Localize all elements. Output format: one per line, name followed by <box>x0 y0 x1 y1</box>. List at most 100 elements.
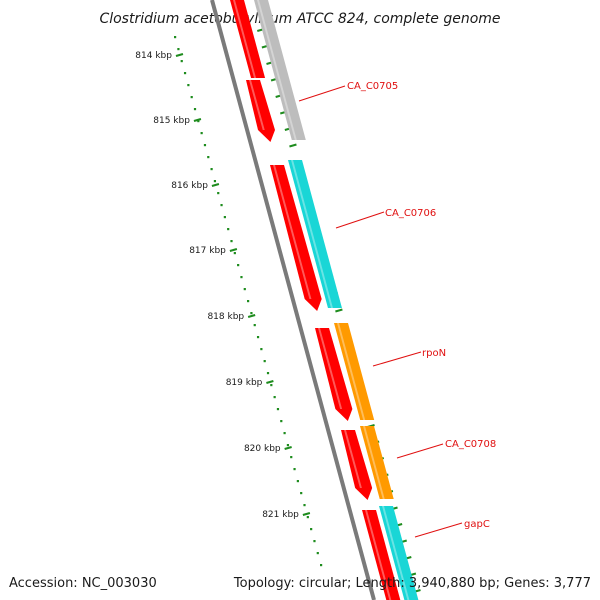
ruler-dot <box>240 276 243 279</box>
accession-text: Accession: NC_003030 <box>9 576 157 591</box>
ruler-dot <box>306 516 309 519</box>
gene-label[interactable]: rpoN <box>422 348 446 359</box>
ruler-tick <box>175 52 184 58</box>
gene-leader-line <box>414 522 463 538</box>
ruler-dot <box>266 372 270 375</box>
ruler-tick-label: 818 kbp <box>207 312 244 322</box>
ruler-dotted-line <box>174 36 323 567</box>
ruler-dot <box>253 324 256 327</box>
ruler-tick-label: 820 kbp <box>244 444 281 454</box>
gene-leader-line <box>372 351 422 367</box>
gene-leader-line <box>396 443 444 459</box>
ruler-tick-label: 816 kbp <box>171 181 208 191</box>
gene-label[interactable]: CA_C0705 <box>347 81 398 92</box>
genome-summary-text: Topology: circular; Length: 3,940,880 bp… <box>233 576 591 591</box>
ruler-tick <box>266 379 274 385</box>
ruler-dot <box>220 204 223 207</box>
outer-tick-marks <box>257 28 421 593</box>
cds-arrow-highlight <box>318 328 343 409</box>
ruler-dot <box>286 444 290 447</box>
gene-label[interactable]: CA_C0708 <box>445 439 496 450</box>
cds-bar-highlight <box>365 510 392 600</box>
ruler-dot <box>296 480 299 483</box>
cds-bar <box>362 510 401 600</box>
ruler-tick-label: 817 kbp <box>189 246 226 256</box>
ruler-dot <box>247 300 250 303</box>
ruler-tick <box>284 445 292 451</box>
gene-bar <box>254 0 306 140</box>
ruler-dot <box>217 192 220 195</box>
gene-label[interactable]: CA_C0706 <box>385 208 436 219</box>
ruler-dot <box>197 120 200 123</box>
gene-labels: CA_C0705 CA_C0706 rpoN CA_C0708 gapC <box>298 81 496 538</box>
gene-bar-highlight <box>337 323 366 420</box>
ruler-dot <box>273 396 276 399</box>
ruler-dot <box>250 312 253 315</box>
cds-arrow <box>341 430 373 500</box>
cds-arrow <box>315 328 353 421</box>
ruler-dot <box>233 252 236 255</box>
gene-bar-highlight <box>382 506 410 600</box>
ruler-tick <box>229 247 238 253</box>
ruler-dot <box>310 528 313 531</box>
ruler-tick <box>193 117 202 123</box>
ruler-dot <box>263 360 266 363</box>
cds-arrow-highlight <box>249 80 265 130</box>
ruler-tick-label: 815 kbp <box>153 116 190 126</box>
ruler-dot <box>174 36 177 39</box>
ruler-dot <box>207 156 210 159</box>
ruler-dot <box>300 492 303 495</box>
ruler-dot <box>313 540 316 543</box>
ruler-dot <box>187 84 190 87</box>
ruler-dot <box>180 60 183 63</box>
ruler-dot <box>270 384 273 387</box>
ruler-dot <box>256 336 260 339</box>
cds-arrow <box>246 80 275 142</box>
gene-bar <box>360 426 394 499</box>
ruler-dot <box>193 108 197 111</box>
gene-bar-highlight <box>291 160 333 308</box>
cds-arrow <box>270 165 322 311</box>
ruler-dot <box>276 408 280 411</box>
gene-bar-highlight <box>363 426 385 499</box>
cds-bar-highlight <box>233 0 257 78</box>
gene-bar-highlight <box>257 0 297 140</box>
ruler-dot <box>293 468 296 471</box>
gene-leader-line <box>298 85 346 102</box>
outer-tick <box>335 308 343 313</box>
ruler-dot <box>320 564 323 567</box>
gene-bar <box>288 160 342 308</box>
cds-arrow-highlight <box>344 430 362 488</box>
ruler-dot <box>177 48 180 51</box>
ruler-tick-label: 814 kbp <box>135 51 172 61</box>
cds-bar <box>230 0 266 78</box>
ruler-dot <box>280 420 283 423</box>
ruler-tick-labels: 814 kbp 815 kbp 816 kbp 817 kbp 818 kbp 819 k… <box>135 51 299 520</box>
ruler-dot <box>230 240 233 243</box>
map-title: Clostridium acetobutylicum ATCC 824, com… <box>99 11 500 27</box>
ruler-dot <box>223 216 226 219</box>
ruler-ticks <box>175 52 311 517</box>
gene-leader-line <box>335 211 385 229</box>
ruler-dot <box>237 264 240 267</box>
ruler-tick <box>302 511 311 517</box>
ruler-dot <box>190 96 193 99</box>
ruler-dot <box>260 348 263 351</box>
gene-bar <box>379 506 419 600</box>
ruler-tick <box>211 182 220 188</box>
ruler-dot <box>303 504 306 507</box>
ruler-dot <box>290 456 293 459</box>
ruler-dot <box>200 132 203 135</box>
ruler-dot <box>243 288 246 291</box>
gene-features <box>230 0 419 600</box>
outer-tick <box>289 143 297 148</box>
ruler-dot <box>283 432 286 435</box>
gene-label[interactable]: gapC <box>464 519 490 530</box>
ruler-tick <box>247 313 256 319</box>
ruler-dot <box>183 72 187 75</box>
ruler-dot <box>203 144 207 147</box>
cds-arrow-highlight <box>273 165 312 299</box>
ruler-dot <box>210 168 213 171</box>
ruler-tick-label: 819 kbp <box>226 378 263 388</box>
